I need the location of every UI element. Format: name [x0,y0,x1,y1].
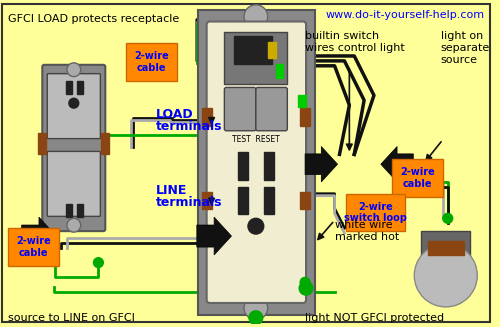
Text: 2-wire
cable: 2-wire cable [134,51,169,73]
Bar [66,80,72,95]
Text: light on: light on [441,31,483,41]
Circle shape [69,98,78,108]
Circle shape [67,218,80,232]
Polygon shape [197,217,232,255]
Bar [421,231,470,261]
Bar [428,241,464,255]
Circle shape [248,218,264,234]
Text: builtin switch: builtin switch [305,31,379,41]
FancyBboxPatch shape [47,74,100,139]
Bar [198,10,315,315]
Bar [234,36,272,64]
Bar [238,152,248,180]
Text: LOAD: LOAD [156,108,193,121]
Bar [202,192,211,210]
Text: 2-wire
switch loop: 2-wire switch loop [344,202,408,223]
Bar [77,80,82,95]
Bar [298,95,306,107]
Text: terminals: terminals [156,196,222,209]
Text: 2-wire
cable: 2-wire cable [400,167,434,189]
Bar [300,108,310,126]
Bar [66,204,72,217]
FancyBboxPatch shape [42,65,106,231]
Text: www.do-it-yourself-help.com: www.do-it-yourself-help.com [325,10,484,20]
Circle shape [300,277,310,287]
Text: light NOT GFCI protected: light NOT GFCI protected [305,313,444,323]
Bar [8,228,59,266]
Bar [77,204,82,217]
Circle shape [94,258,104,267]
Bar [276,64,283,77]
Bar [224,32,288,83]
Bar [392,159,443,197]
Bar [264,152,274,180]
Text: GFCI LOAD protects receptacle: GFCI LOAD protects receptacle [8,14,179,24]
Wedge shape [414,244,478,307]
Circle shape [443,214,452,223]
Circle shape [244,5,268,28]
Circle shape [299,281,313,295]
Text: source to LINE on GFCI: source to LINE on GFCI [8,313,134,323]
Bar [300,192,310,210]
Bar [38,133,46,154]
Bar [238,187,248,215]
Text: white wire: white wire [334,220,392,230]
Circle shape [249,311,262,325]
Circle shape [67,63,80,77]
FancyBboxPatch shape [256,87,288,131]
Bar [126,43,177,80]
Text: TEST  RESET: TEST RESET [232,135,280,144]
Polygon shape [381,146,414,182]
FancyBboxPatch shape [47,151,100,216]
Text: separate: separate [441,43,490,53]
Bar [268,42,276,58]
Polygon shape [305,146,338,182]
Text: LINE: LINE [156,184,187,197]
Bar [264,187,274,215]
Text: 2-wire
cable: 2-wire cable [16,236,51,258]
Polygon shape [22,217,56,255]
Text: marked hot: marked hot [334,232,399,242]
Bar [102,133,109,154]
Circle shape [244,296,268,320]
Bar [202,108,211,126]
Text: terminals: terminals [156,120,222,133]
Circle shape [69,221,78,231]
FancyBboxPatch shape [206,22,306,303]
Bar [346,194,406,231]
Text: wires control light: wires control light [305,43,405,53]
FancyBboxPatch shape [224,87,256,131]
Text: source: source [441,55,478,65]
